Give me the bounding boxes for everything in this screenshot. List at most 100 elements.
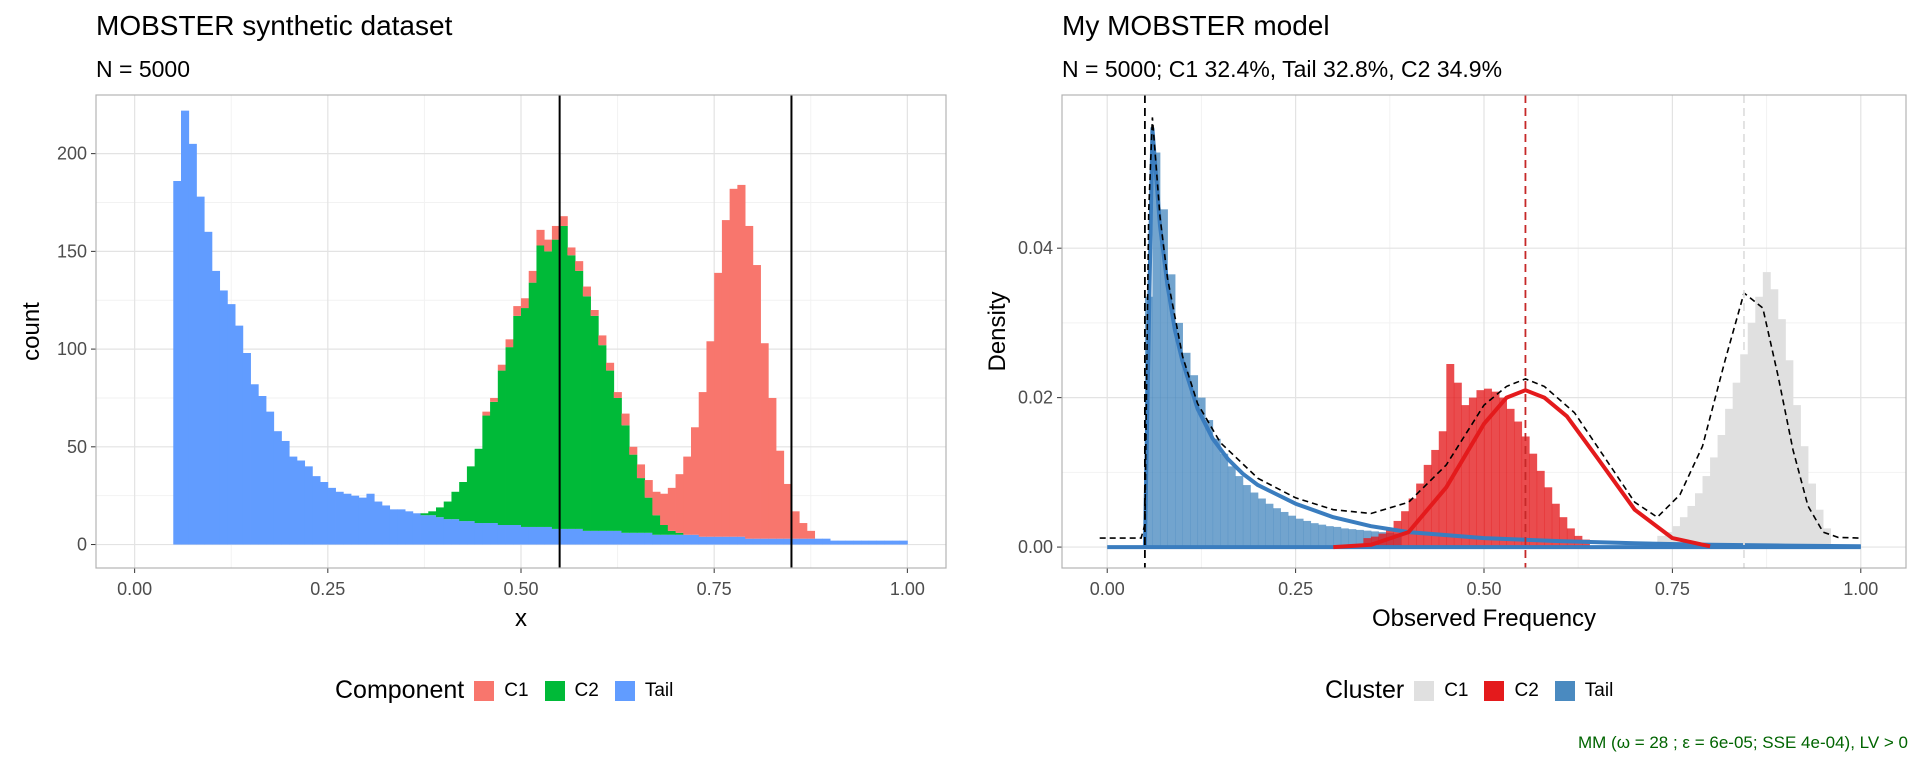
left-chart-title: MOBSTER synthetic dataset: [96, 10, 453, 41]
bar-tail: [1295, 518, 1304, 548]
bar-tail: [1190, 375, 1199, 548]
bar-tail: [1257, 498, 1266, 548]
bar-c2: [1363, 538, 1372, 548]
bar-c1: [1747, 322, 1756, 548]
bar-tail: [675, 534, 684, 545]
bar-tail: [412, 513, 421, 545]
left-legend-item-tail: Tail: [614, 680, 673, 702]
bar-c1: [1808, 483, 1816, 548]
bar-c2: [1514, 421, 1523, 548]
bar-c2: [1446, 364, 1455, 548]
bar-tail: [644, 532, 653, 545]
bar-c2: [1544, 487, 1553, 548]
y-tick-label: 200: [57, 144, 87, 164]
bar-tail: [1318, 524, 1327, 548]
bar-c2: [1529, 453, 1538, 548]
bar-c2: [451, 491, 460, 520]
bar-c2: [575, 270, 584, 529]
right-chart-svg: 0.00 0.25 0.50 0.75 1.00 0.00 0.02 0.04 Observed…: [984, 94, 1907, 632]
x-tick-label: 0.50: [1466, 579, 1501, 599]
bar-tail: [466, 521, 476, 545]
bar-c2: [482, 415, 491, 524]
bar-c2: [1566, 528, 1575, 548]
bar-c1: [621, 413, 630, 426]
bar-c1: [714, 272, 723, 537]
right-legend-title: Cluster: [1325, 676, 1405, 704]
bar-tail: [745, 538, 754, 545]
bar-c1: [575, 261, 584, 271]
bar-c1: [528, 270, 537, 283]
bar-tail: [250, 384, 259, 545]
bar-c1: [745, 225, 754, 539]
bar-tail: [660, 534, 669, 545]
bar-c2: [497, 370, 506, 525]
bar-tail: [598, 530, 607, 545]
bar-c1: [629, 446, 638, 455]
bar-tail: [721, 536, 731, 545]
bar-c1: [598, 335, 607, 346]
bar-tail: [482, 523, 491, 545]
bar-c1: [660, 493, 669, 525]
bar-tail: [405, 511, 414, 545]
bar-tail: [366, 493, 375, 545]
bar-c2: [1484, 388, 1492, 548]
legend-label: C1: [1444, 679, 1469, 701]
bar-c2: [1499, 397, 1508, 548]
bar-c2: [1506, 408, 1515, 548]
bar-tail: [729, 536, 738, 545]
left-chart-subtitle: N = 5000: [96, 56, 190, 82]
bar-tail: [544, 526, 553, 545]
legend-label: C2: [1514, 679, 1539, 701]
x-axis-title: Observed Frequency: [1372, 605, 1596, 632]
bar-c1: [806, 530, 816, 539]
density-curve-c2: [1333, 388, 1711, 550]
x-tick-label: 0.00: [117, 579, 152, 599]
bar-c2: [1559, 517, 1568, 548]
bar-c1: [590, 310, 599, 316]
legend-key-c2: [1484, 680, 1505, 701]
right-chart-panel: My MOBSTER model N = 5000; C1 32.4%, Tai…: [960, 0, 1920, 768]
bar-tail: [799, 538, 808, 545]
bar-c1: [1702, 476, 1711, 548]
bar-tail: [806, 538, 816, 545]
bar-c1: [737, 184, 746, 537]
bar-tail: [351, 495, 360, 545]
bar-c1: [606, 362, 615, 371]
bar-tail: [868, 540, 877, 545]
bar-c2: [536, 245, 545, 527]
left-legend-item-c2: C2: [544, 680, 599, 702]
bar-tail: [683, 534, 692, 545]
bar-tail: [1220, 453, 1229, 548]
y-tick-label: 0.00: [1018, 537, 1053, 557]
bar-c2: [590, 315, 599, 531]
bar-c1: [1710, 457, 1719, 548]
mixture-curve: [1099, 117, 1861, 539]
bar-tail: [443, 519, 452, 545]
bar-tail: [667, 534, 676, 545]
bar-c2: [1468, 397, 1477, 548]
x-tick-label: 0.25: [1278, 579, 1313, 599]
bar-c2: [1461, 405, 1470, 548]
bar-c1: [1770, 289, 1779, 548]
bar-tail: [451, 519, 460, 545]
bar-c1: [482, 411, 491, 416]
bar-tail: [861, 540, 870, 545]
bar-tail: [853, 540, 862, 545]
bar-tail: [1348, 529, 1357, 548]
legend-key-c1: [474, 680, 495, 701]
bar-tail: [273, 431, 282, 545]
model-footnote: MM (ω = 28 ; ε = 6e-05; SSE 4e-04), LV >…: [1578, 733, 1908, 752]
bar-tail: [327, 487, 336, 545]
bar-c1: [706, 341, 715, 537]
left-legend: Component C1 C2 Tail: [335, 676, 689, 705]
legend-label: C1: [504, 679, 529, 701]
right-legend: Cluster C1 C2 Tail: [1325, 676, 1629, 705]
bar-c2: [474, 448, 483, 524]
bar-tail: [652, 534, 661, 545]
bar-tail: [474, 523, 483, 545]
bar-tail: [289, 456, 298, 545]
bar-c1: [497, 364, 506, 371]
bar-c1: [1717, 434, 1726, 548]
bar-tail: [343, 493, 352, 545]
bar-tail: [1288, 515, 1297, 548]
